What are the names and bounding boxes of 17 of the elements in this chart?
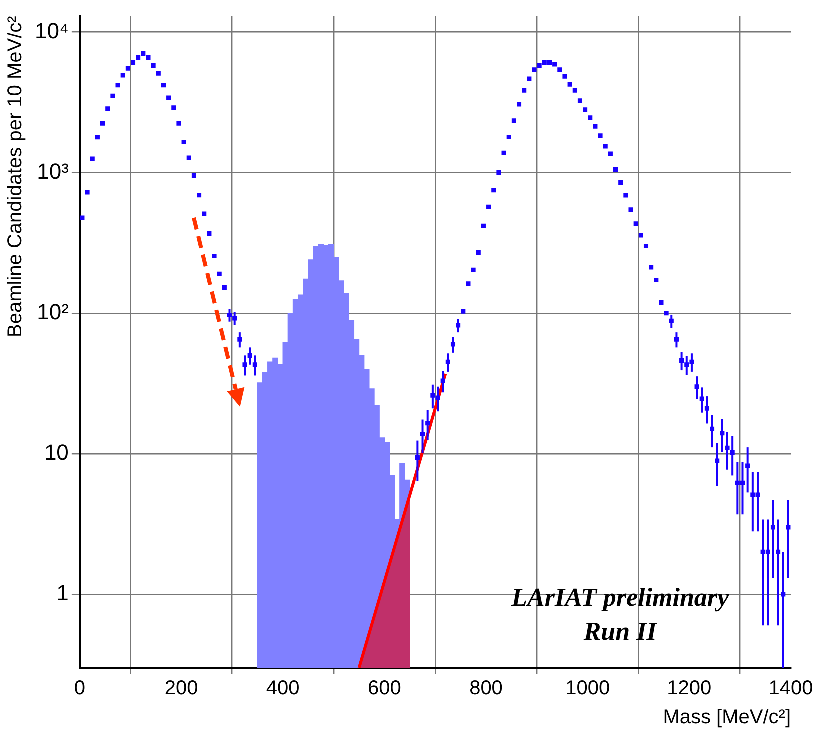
x-tick-label: 1000 <box>566 678 610 700</box>
y-tick-label: 10⁴ <box>34 18 69 44</box>
y-tick-label: 10 <box>44 440 69 465</box>
x-axis-title: Mass [MeV/c²] <box>663 706 791 729</box>
x-tick-label: 200 <box>164 678 198 700</box>
x-tick-label: 0 <box>74 678 86 700</box>
x-tick-label: 800 <box>470 678 503 700</box>
x-tick-label: 1200 <box>667 678 712 700</box>
x-tick-label: 1400 <box>768 678 814 700</box>
y-tick-label: 10³ <box>37 158 69 184</box>
x-tick-label: 600 <box>368 678 402 700</box>
y-tick-label: 10² <box>37 299 69 324</box>
y-tick-label: 1 <box>56 580 69 606</box>
annotation: LArIAT preliminary <box>510 583 730 612</box>
y-axis-title: Beamline Candidates per 10 MeV/c² <box>4 16 27 338</box>
x-tick-label: 400 <box>266 678 300 700</box>
annotation: Run II <box>582 617 658 646</box>
